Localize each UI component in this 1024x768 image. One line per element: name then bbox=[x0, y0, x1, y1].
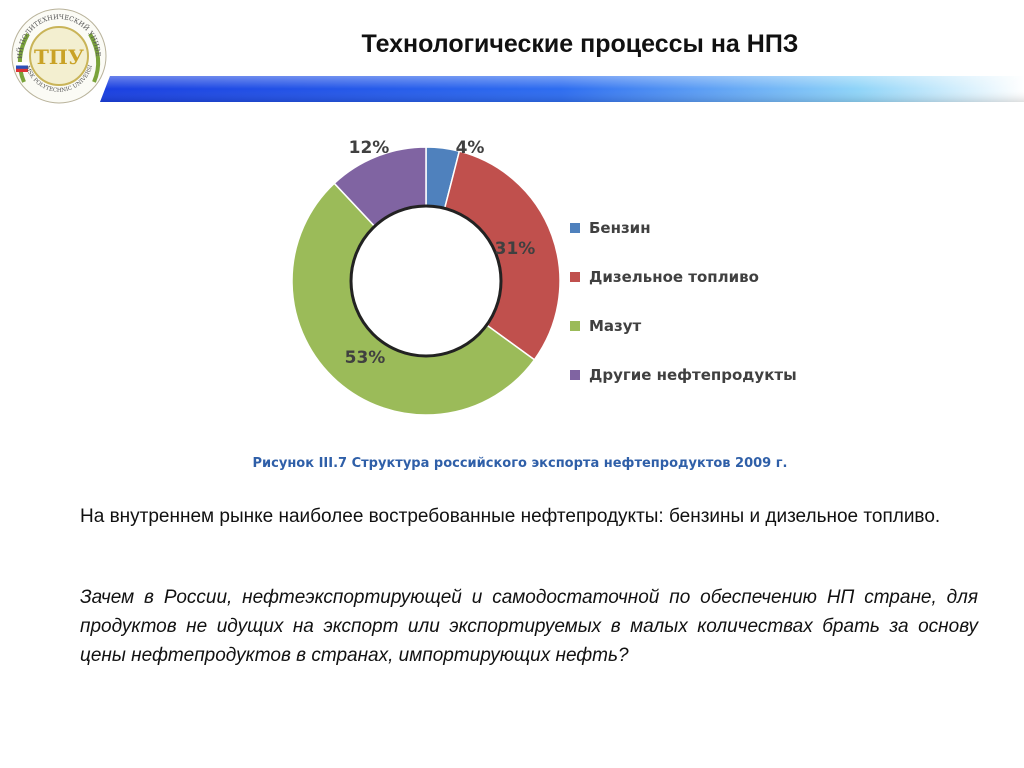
data-label-other: 12% bbox=[349, 138, 390, 158]
data-label-benzin: 4% bbox=[456, 138, 485, 158]
page-title: Технологические процессы на НПЗ bbox=[361, 30, 799, 58]
body-paragraph: На внутреннем рынке наиболее востребован… bbox=[80, 506, 941, 527]
data-label-mazut: 53% bbox=[345, 348, 386, 368]
legend-swatch bbox=[570, 369, 580, 380]
legend-label: Другие нефтепродукты bbox=[589, 365, 797, 384]
logo-monogram: ТПУ bbox=[34, 45, 84, 69]
university-logo: ТОМСКИЙ ПОЛИТЕХНИЧЕСКИЙ УНИВЕРСИТЕТ TOMS… bbox=[1, 0, 114, 104]
donut-slice-diesel bbox=[443, 150, 561, 361]
chart-legend: Бензин Дизельное топливо Мазут Другие нефте… bbox=[570, 203, 797, 399]
legend-swatch bbox=[570, 271, 580, 282]
legend-item-benzin: Бензин bbox=[570, 203, 797, 252]
legend-label: Бензин bbox=[589, 218, 651, 237]
question-paragraph: Зачем в России, нефтеэкспортирующей и са… bbox=[80, 587, 978, 666]
legend-label: Мазут bbox=[589, 316, 642, 335]
donut-slice-mazut bbox=[291, 182, 536, 416]
data-label-diesel: 31% bbox=[495, 239, 536, 259]
legend-swatch bbox=[570, 222, 580, 233]
legend-swatch bbox=[570, 320, 580, 331]
legend-item-other: Другие нефтепродукты bbox=[570, 350, 797, 399]
donut-chart: 4% 31% 53% 12% bbox=[291, 138, 561, 416]
legend-label: Дизельное топливо bbox=[589, 267, 759, 286]
legend-item-mazut: Мазут bbox=[570, 301, 797, 350]
logo-emblem-icon: ТОМСКИЙ ПОЛИТЕХНИЧЕСКИЙ УНИВЕРСИТЕТ TOMS… bbox=[1, 0, 107, 104]
figure-caption: Рисунок III.7 Структура российского эксп… bbox=[252, 456, 788, 471]
donut-inner-edge bbox=[349, 204, 503, 358]
header-bar bbox=[100, 76, 1024, 102]
legend-item-diesel: Дизельное топливо bbox=[570, 252, 797, 301]
donut-slice-other bbox=[333, 146, 427, 229]
